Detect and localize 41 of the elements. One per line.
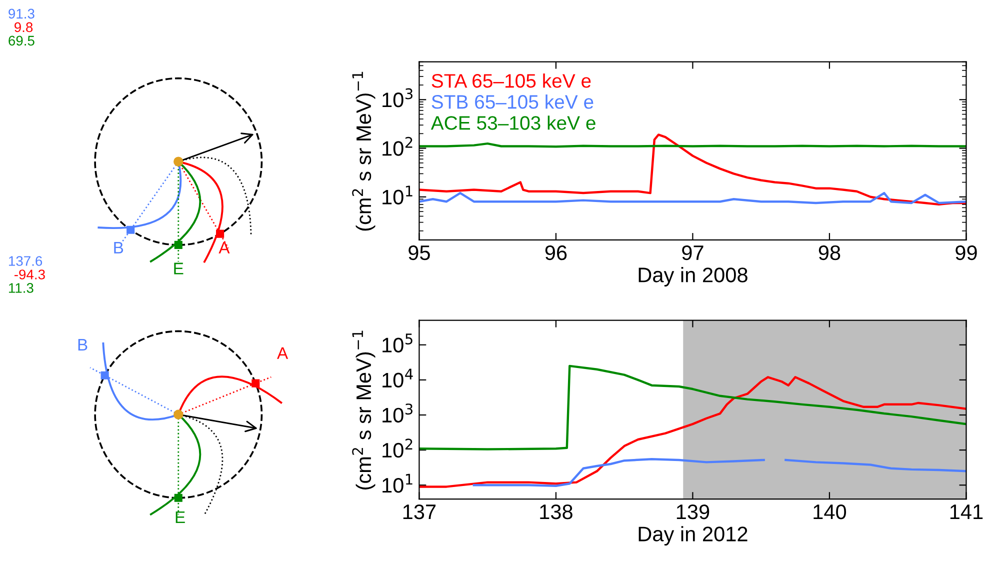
text: A [277,347,288,359]
line-series [419,376,966,488]
text: 91.3 [8,8,34,19]
text: B [114,242,124,254]
text: 11.3 [8,283,34,293]
x-axis-title: Day in 2008 [638,267,748,286]
text: E [176,512,185,523]
x-tick-label: 141 [950,504,983,520]
x-tick-label: 138 [540,504,572,520]
y-tick-label: 10$^{2}$ [382,438,412,458]
text: 9.8 [14,22,33,32]
x-tick-label: 95 [408,245,430,260]
x-tick-label: 137 [403,504,436,520]
line-series [419,364,966,450]
x-tick-label: 99 [956,245,977,260]
text: -94.3 [14,270,45,280]
text: 137.6 [8,256,42,266]
text: STB 65–105 keV e [432,94,594,109]
text: B [78,339,88,350]
y-tick-label: 10$^{3}$ [382,404,412,423]
y-axis-title: (cm$^{2}$ s sr MeV)$^{−1}$ [352,330,376,490]
x-tick-label: 139 [676,504,710,520]
y-axis-title: (cm$^{2}$ s sr MeV)$^{−1}$ [352,72,376,231]
x-tick-label: 98 [818,245,840,260]
y-tick-label: 10$^{2}$ [382,136,412,156]
y-tick-label: 10$^{4}$ [382,368,413,388]
y-tick-label: 10$^{1}$ [382,474,412,493]
text: 69.5 [8,36,34,46]
series-label: ACE 53–103 keV e [430,116,596,130]
y-tick-label: 10$^{3}$ [382,88,412,108]
line-series [419,134,966,206]
x-tick-label: 97 [682,245,704,260]
x-tick-label: 96 [545,245,567,260]
x-axis-title: Day in 2012 [638,526,748,546]
line-series [419,192,966,204]
text: STA 65–105 keV e [432,73,591,88]
text: E [174,262,184,274]
text: A [218,242,230,254]
y-tick-label: 10$^{5}$ [382,334,412,352]
y-tick-label: 10$^{1}$ [382,186,412,205]
x-tick-label: 140 [814,504,846,520]
